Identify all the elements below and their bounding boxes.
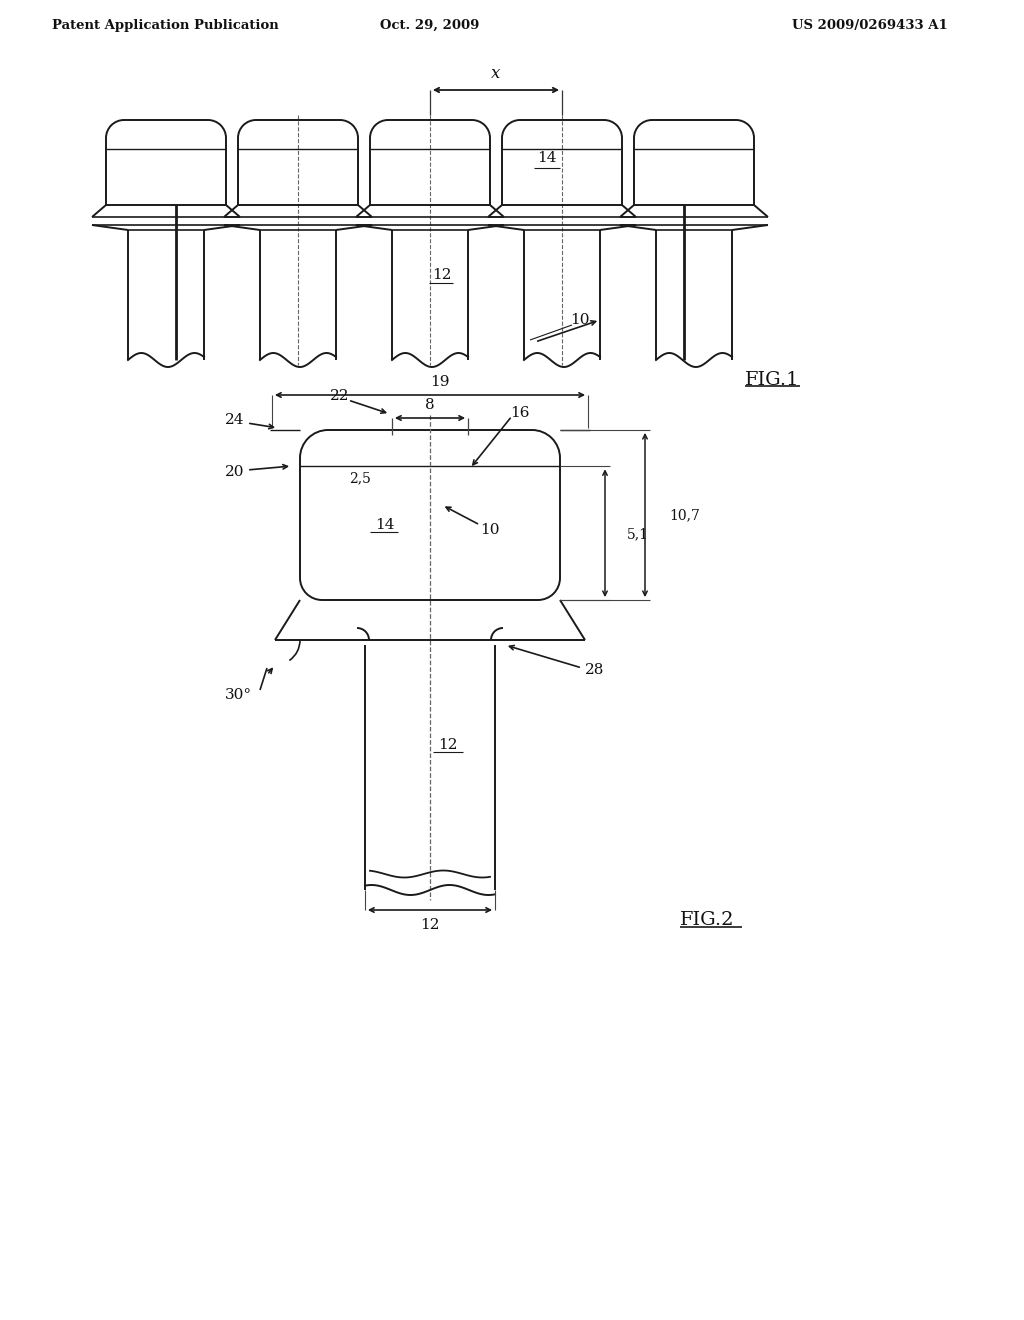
Text: 16: 16 xyxy=(510,407,529,420)
Text: 12: 12 xyxy=(420,917,439,932)
Text: 28: 28 xyxy=(585,663,604,677)
Text: 5,1: 5,1 xyxy=(627,527,649,541)
Text: 19: 19 xyxy=(430,375,450,389)
Text: 22: 22 xyxy=(331,389,350,403)
Text: 10: 10 xyxy=(480,523,500,537)
Text: 10,7: 10,7 xyxy=(669,508,699,521)
Text: 30°: 30° xyxy=(225,688,252,702)
Text: 12: 12 xyxy=(432,268,452,282)
Text: US 2009/0269433 A1: US 2009/0269433 A1 xyxy=(793,18,948,32)
Text: FIG.2: FIG.2 xyxy=(680,911,734,929)
Text: 10: 10 xyxy=(570,313,590,327)
Text: 2,5: 2,5 xyxy=(349,471,371,484)
Text: 12: 12 xyxy=(438,738,458,752)
Text: 14: 14 xyxy=(375,517,394,532)
Text: FIG.1: FIG.1 xyxy=(745,371,800,389)
Text: 14: 14 xyxy=(538,150,557,165)
Text: Patent Application Publication: Patent Application Publication xyxy=(52,18,279,32)
Text: 20: 20 xyxy=(225,465,245,479)
Text: x: x xyxy=(492,66,501,82)
Text: Oct. 29, 2009: Oct. 29, 2009 xyxy=(380,18,479,32)
Text: 8: 8 xyxy=(425,399,435,412)
Text: 24: 24 xyxy=(225,413,245,426)
